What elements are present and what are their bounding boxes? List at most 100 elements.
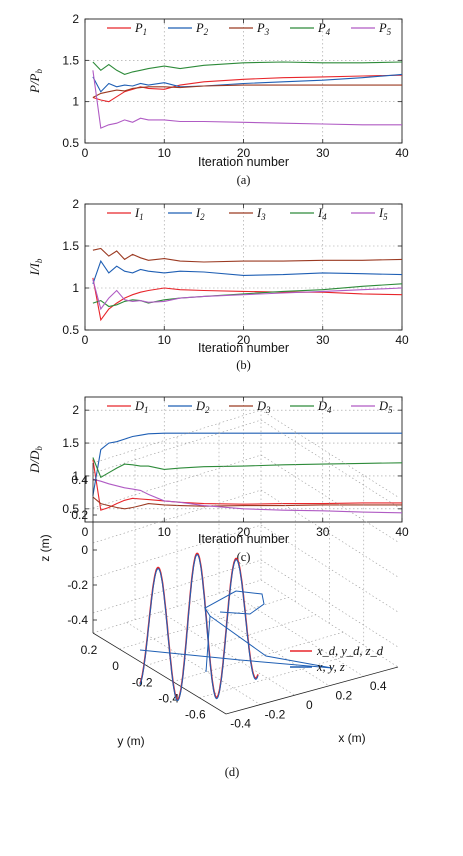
series-line-p3 — [92, 84, 402, 98]
y-tick-label: 1 — [72, 469, 79, 483]
legend-label: P3 — [256, 21, 270, 37]
axis-3d-front — [92, 632, 399, 715]
legend-label: D4 — [317, 399, 332, 415]
grid-3d-floor — [126, 622, 261, 705]
grid-3d-z — [92, 489, 262, 544]
legend-label: x_d, y_d, z_d — [316, 644, 384, 658]
legend-label: P4 — [317, 21, 331, 37]
x-tick-label: 20 — [237, 146, 251, 160]
legend-label: P1 — [134, 21, 147, 37]
y-tick-label: 2 — [72, 403, 79, 417]
x-axis-label: Iteration number — [198, 532, 289, 546]
series-line-d1 — [92, 459, 402, 511]
series-line-i4 — [92, 283, 403, 308]
series-line-i3 — [92, 247, 403, 263]
x-tick-label: 30 — [316, 525, 330, 539]
x-axis-label: Iteration number — [198, 155, 289, 169]
y3-axis-label: y (m) — [117, 734, 144, 748]
x-tick-label: 0 — [82, 333, 89, 347]
series-line-p1 — [92, 74, 403, 103]
grid-3d-z — [260, 489, 399, 578]
grid-3d-floor — [193, 600, 330, 687]
chart-panel-b: 0 10 20 30 40 0.5 1 1.5 2 I1 I2 I3 I4 I5 I/Ib Iteration… — [27, 197, 409, 372]
panel-caption: (d) — [225, 765, 240, 779]
series-line-i1 — [92, 277, 403, 322]
y-tick-label: 0.5 — [62, 136, 79, 150]
z-tick-label: 0.2 — [71, 508, 88, 522]
x3-tick-label: 0.2 — [335, 688, 352, 702]
grid-3d-z — [260, 524, 399, 613]
x3-tick-label: -0.2 — [265, 707, 286, 721]
x3-tick-label: -0.4 — [230, 717, 251, 731]
grid-3d-floor — [199, 649, 371, 699]
series-line-actual — [139, 553, 259, 702]
x3-tick-label: 0.4 — [370, 679, 387, 693]
x-tick-label: 20 — [237, 333, 251, 347]
panel-caption: (b) — [236, 358, 251, 372]
y3-tick-label: 0 — [112, 659, 119, 673]
x3-axis-label: x (m) — [338, 731, 365, 745]
chart-panel-a: 0 10 20 30 40 0.5 1 1.5 2 P1 P2 P3 P4 P5 P/Pb Iteration… — [27, 12, 409, 187]
y-tick-label: 1.5 — [62, 53, 79, 67]
series-line-d3 — [92, 496, 402, 510]
series-line-p5 — [92, 70, 402, 129]
z-tick-label: 0.4 — [71, 473, 88, 487]
series-line-p2 — [92, 73, 403, 93]
legend-label: I5 — [378, 206, 388, 222]
x-axis-label: Iteration number — [198, 341, 289, 355]
x-tick-label: 30 — [316, 146, 330, 160]
z-tick-label: 0 — [81, 543, 88, 557]
legend-label: I4 — [317, 206, 327, 222]
y-axis-label: I/Ib — [27, 258, 44, 276]
x3-tick-label: 0 — [306, 698, 313, 712]
y-axis-label: P/Pb — [27, 69, 44, 95]
y3-tick-label: 0.2 — [81, 643, 98, 657]
panel-caption: (a) — [237, 173, 251, 187]
z-axis-label: z (m) — [38, 534, 52, 561]
legend-label: I3 — [256, 206, 266, 222]
legend-label: D5 — [378, 399, 393, 415]
y-tick-label: 0.5 — [62, 323, 79, 337]
x-tick-label: 10 — [158, 525, 172, 539]
y-tick-label: 1.5 — [62, 436, 79, 450]
panel-caption: (c) — [237, 550, 251, 564]
legend-label: I2 — [195, 206, 205, 222]
y3-tick-label: -0.6 — [185, 708, 206, 722]
series-line-actual-transient — [139, 590, 333, 673]
series-line-p4 — [92, 61, 403, 75]
z-tick-label: -0.4 — [67, 613, 88, 627]
legend-label: P5 — [378, 21, 392, 37]
y-tick-label: 1.5 — [62, 239, 79, 253]
y-tick-label: 2 — [72, 12, 79, 26]
y3-tick-label: -0.2 — [132, 675, 153, 689]
x-tick-label: 30 — [316, 333, 330, 347]
legend-label: P2 — [195, 21, 209, 37]
grid-3d-floor — [227, 590, 364, 677]
x-tick-label: 0 — [82, 525, 89, 539]
z-tick-label: -0.2 — [67, 578, 88, 592]
y3-tick-label: -0.4 — [158, 691, 179, 705]
series-line-i5 — [92, 279, 403, 311]
x-tick-label: 20 — [237, 525, 251, 539]
series-line-i2 — [92, 259, 403, 284]
axes-frame — [84, 203, 403, 331]
legend-label: D3 — [256, 399, 271, 415]
y-tick-label: 2 — [72, 197, 79, 211]
x-tick-label: 40 — [395, 333, 409, 347]
series-line-d5 — [92, 478, 403, 514]
x-tick-label: 40 — [395, 146, 409, 160]
x-tick-label: 0 — [82, 146, 89, 160]
chart-panel-d: 0.4 0.2 0 -0.2 -0.4 0.2 0 -0.2 -0.4 -0.6 -0.4 -0.2 0… — [38, 409, 399, 779]
x-tick-label: 40 — [395, 525, 409, 539]
x-tick-label: 10 — [158, 146, 172, 160]
grid-3d-top — [92, 409, 399, 498]
chart-panel-c: 0 10 20 30 40 0.5 1 1.5 2 D1 D2 D3 D4 D5 D/Db Iteration… — [27, 396, 409, 564]
legend-label: D2 — [195, 399, 210, 415]
grid-3d-z — [92, 524, 262, 579]
legend-label: I1 — [134, 206, 144, 222]
series-line-d4 — [92, 457, 403, 479]
grid-3d-floor — [172, 631, 344, 682]
grid-3d-floor — [160, 611, 295, 696]
y-tick-label: 1 — [72, 95, 79, 109]
